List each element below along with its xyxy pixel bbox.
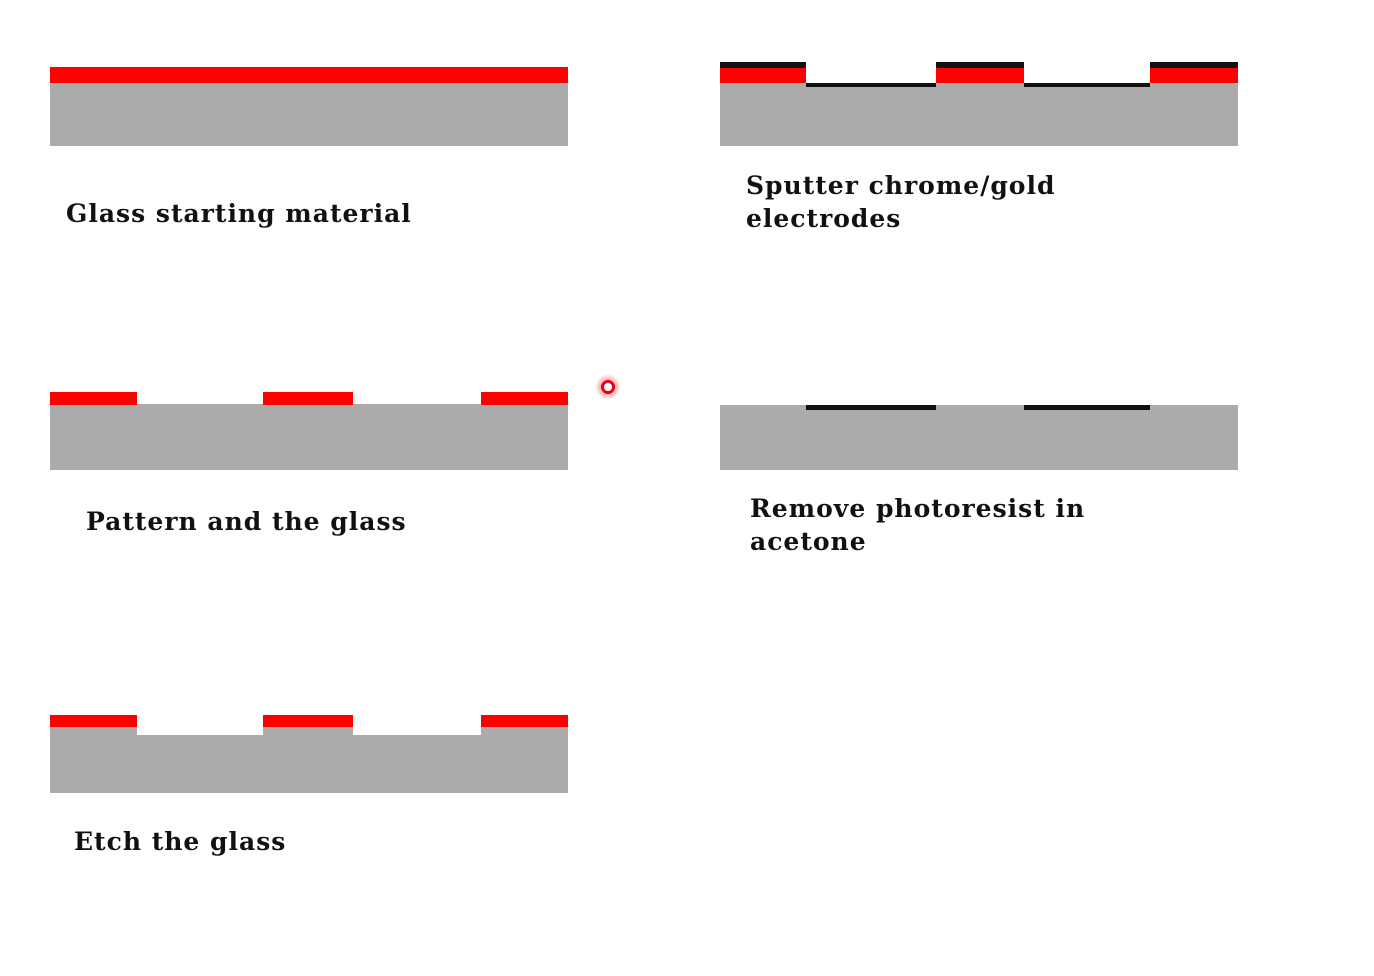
glass-substrate-base (50, 735, 568, 793)
glass-mesa (481, 726, 568, 736)
photoresist-pad (720, 68, 806, 83)
photoresist-layer (50, 67, 568, 83)
photoresist-pad (481, 715, 568, 727)
etch-glass-diagram (50, 715, 568, 793)
electrode-in-trench (1024, 83, 1150, 87)
glass-mesa (263, 726, 353, 736)
caption-line: Glass starting material (66, 199, 412, 228)
caption-line: Sputter chrome/gold (746, 171, 1056, 200)
photoresist-pad (481, 392, 568, 405)
caption-remove-photoresist: Remove photoresist in acetone (750, 492, 1085, 558)
glass-substrate (720, 405, 1238, 470)
photoresist-pad (1150, 68, 1238, 83)
metal-layer-on-resist (1150, 62, 1238, 68)
photoresist-pad (50, 392, 137, 405)
glass-substrate (50, 82, 568, 146)
metal-layer-on-resist (720, 62, 806, 68)
photoresist-pad (50, 715, 137, 727)
glass-substrate (50, 404, 568, 470)
caption-pattern-glass: Pattern and the glass (86, 505, 407, 538)
glass-substrate (720, 83, 1238, 146)
caption-line: Etch the glass (74, 827, 287, 856)
caption-line: Remove photoresist in (750, 494, 1086, 523)
caption-line: acetone (750, 527, 867, 556)
caption-sputter-electrodes: Sputter chrome/gold electrodes (746, 169, 1055, 235)
laser-pointer-dot-icon (596, 375, 620, 399)
remove-photoresist-diagram (720, 405, 1238, 470)
sputter-electrodes-diagram (720, 62, 1238, 146)
caption-line: electrodes (746, 204, 902, 233)
metal-layer-on-resist (936, 62, 1024, 68)
photoresist-pad (936, 68, 1024, 83)
electrode (1024, 405, 1150, 410)
caption-glass-starting-material: Glass starting material (66, 197, 412, 230)
photoresist-pad (263, 715, 353, 727)
caption-etch-glass: Etch the glass (74, 825, 286, 858)
glass-mesa (50, 726, 137, 736)
glass-starting-material-diagram (50, 67, 568, 146)
electrode-in-trench (806, 83, 936, 87)
electrode (806, 405, 936, 410)
pattern-glass-diagram (50, 392, 568, 470)
photoresist-pad (263, 392, 353, 405)
caption-line: Pattern and the glass (86, 507, 407, 536)
